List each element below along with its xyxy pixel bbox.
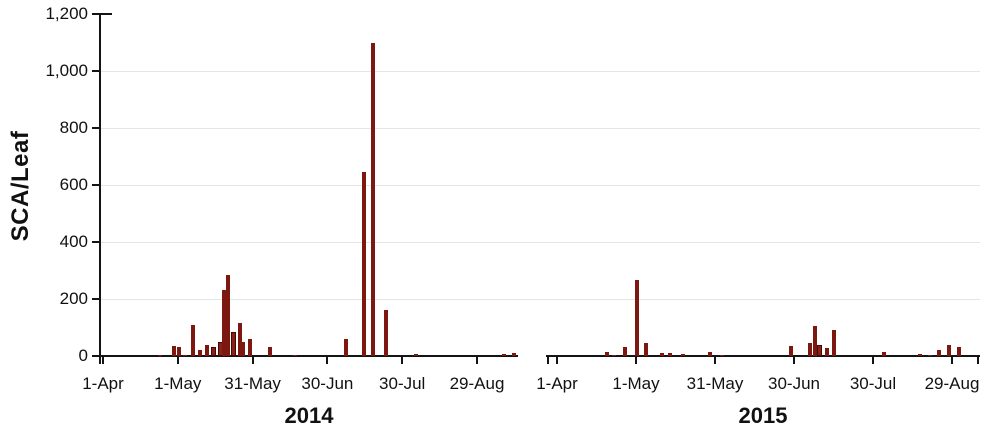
bar-2015-day88.8	[788, 346, 793, 356]
bar-2015-day47.7	[680, 353, 685, 356]
x-tick-label-2015-29-Aug: 29-Aug	[924, 374, 980, 393]
x-tick-label-2015-1-May: 1-May	[612, 374, 660, 393]
bar-2015-day30.2	[634, 280, 639, 356]
bar-2015-day40	[660, 352, 665, 356]
bar-2014-day58.9	[247, 338, 252, 356]
y-tick-600	[92, 184, 99, 186]
x-tick-label-2014-1-May: 1-May	[154, 374, 202, 393]
y-tick-400	[92, 241, 99, 243]
bar-2015-day18.8	[604, 351, 609, 356]
y-tick-label-200: 200	[59, 289, 88, 308]
bar-2014-day47	[217, 341, 223, 356]
x-tick-label-2015-30-Jul: 30-Jul	[849, 374, 897, 393]
bar-2015-day21.5	[611, 354, 616, 356]
y-tick-label-800: 800	[59, 118, 88, 137]
x-tick-2014-1-Apr	[102, 357, 104, 364]
bar-2015-day152.7	[957, 347, 962, 356]
bar-2014-day44.4	[211, 347, 217, 356]
gridline-200	[101, 299, 980, 300]
x-axis-endtick-right-2015	[977, 357, 979, 364]
x-tick-2015-31-May	[714, 357, 716, 364]
bar-2014-day33	[183, 354, 188, 356]
x-tick-label-2015-31-May: 31-May	[686, 374, 744, 393]
bar-2014-day161	[502, 353, 507, 356]
bar-2014-day52.3	[230, 331, 236, 356]
x-tick-label-2014-31-May: 31-May	[224, 374, 281, 393]
x-tick-2015-29-Aug	[951, 357, 953, 364]
bar-2015-day62.7	[720, 354, 725, 356]
bar-2015-day105.1	[831, 329, 836, 356]
x-tick-label-2014-29-Aug: 29-Aug	[449, 374, 505, 393]
bar-2014-day67	[268, 347, 273, 356]
x-tick-2015-1-Apr	[556, 357, 558, 364]
bar-2015-day96.2	[808, 343, 813, 356]
x-axis-line-2015	[546, 355, 980, 357]
y-tick-label-1000: 1,000	[45, 61, 88, 80]
y-tick-label-400: 400	[59, 232, 88, 251]
bar-2014-day56.3	[241, 341, 246, 356]
y-tick-1200	[92, 13, 99, 15]
bar-2014-day48.7	[222, 290, 227, 356]
x-tick-label-2014-30-Jun: 30-Jun	[301, 374, 354, 393]
x-tick-2014-30-Jun	[326, 357, 329, 364]
y-tick-200	[92, 298, 99, 300]
x-tick-2014-30-Jul	[401, 357, 404, 364]
y-tick-800	[92, 127, 99, 129]
bar-2014-day108.4	[371, 42, 376, 356]
x-tick-2015-30-Jul	[872, 357, 874, 364]
bar-2015-day144.9	[936, 350, 941, 356]
bar-2014-day164.7	[511, 352, 516, 356]
bar-2015-day141.6	[927, 354, 932, 356]
x-tick-2014-29-Aug	[476, 357, 478, 364]
bar-2015-day42.8	[667, 352, 672, 356]
bar-2014-day77	[292, 355, 297, 356]
y-tick-1000	[92, 70, 99, 72]
bar-2014-day28.5	[172, 346, 177, 356]
gridline-1000	[101, 71, 980, 72]
bar-2015-day25.7	[622, 347, 627, 356]
y-tick-label-0: 0	[78, 346, 88, 365]
bar-2015-day102.5	[824, 348, 829, 356]
y-tick-0	[92, 355, 99, 357]
y-axis-top-tick	[101, 13, 112, 15]
x-axis-line-2014	[100, 355, 518, 357]
x-tick-2014-1-May	[176, 357, 179, 364]
bar-2014-day41.6	[204, 344, 209, 356]
gridline-800	[101, 128, 980, 129]
y-tick-label-1200: 1,200	[45, 4, 88, 23]
bar-2014-day38.8	[197, 350, 202, 356]
bar-2014-day97.6	[344, 339, 349, 356]
x-tick-label-2015-30-Jun: 30-Jun	[768, 374, 820, 393]
bar-2014-day50.3	[226, 274, 231, 356]
bar-2014-day54.9	[237, 323, 242, 356]
bar-2014-day113.5	[383, 310, 388, 356]
x-tick-label-2014-1-Apr: 1-Apr	[82, 374, 124, 393]
bar-2015-day97.9	[812, 326, 817, 356]
x-tick-label-2014-30-Jul: 30-Jul	[379, 374, 426, 393]
bar-2014-day104.8	[362, 172, 367, 356]
x-tick-2015-30-Jun	[793, 357, 795, 364]
bar-2014-day36	[190, 324, 195, 356]
bar-2014-day30.3	[176, 346, 181, 356]
gridline-600	[101, 185, 980, 186]
x-tick-label-2015-1-Apr: 1-Apr	[536, 374, 578, 393]
bar-2015-day137.8	[917, 353, 922, 356]
x-tick-2014-31-May	[251, 357, 254, 364]
year-label-2014: 2014	[284, 403, 334, 428]
bar-2015-day149	[947, 344, 952, 356]
bar-2015-day99.7	[817, 344, 823, 356]
x-axis-endtick-left-2015	[547, 357, 549, 364]
bar-2015-day58	[707, 351, 712, 356]
bar-2015-day124.1	[881, 351, 886, 356]
bar-2015-day33.8	[644, 343, 648, 356]
year-label-2015: 2015	[738, 403, 788, 428]
y-axis-line	[99, 13, 101, 364]
gridline-400	[101, 242, 980, 243]
bar-2014-day23	[158, 355, 163, 356]
y-tick-label-600: 600	[59, 175, 88, 194]
bar-2014-day125.5	[413, 354, 418, 356]
x-tick-2015-1-May	[635, 357, 637, 364]
